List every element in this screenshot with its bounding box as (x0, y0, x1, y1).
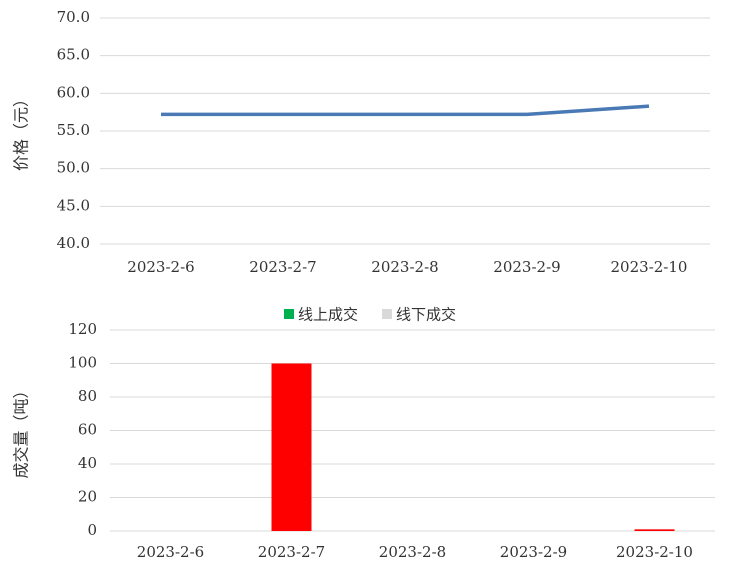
y-tick-label: 60 (78, 421, 97, 439)
y-tick-label: 55.0 (57, 121, 90, 139)
y-tick-label: 20 (78, 488, 97, 506)
x-tick-label: 2023-2-9 (493, 258, 560, 276)
y-tick-label: 80 (78, 387, 97, 405)
y-tick-label: 65.0 (57, 46, 90, 64)
y-tick-label: 100 (68, 354, 97, 372)
x-tick-label: 2023-2-6 (137, 543, 204, 561)
legend-swatch (382, 309, 392, 319)
x-tick-label: 2023-2-10 (611, 258, 688, 276)
bar (634, 529, 675, 531)
legend-label: 线上成交 (298, 306, 358, 324)
legend-label: 线下成交 (396, 306, 456, 324)
y-tick-label: 50.0 (57, 159, 90, 177)
x-tick-label: 2023-2-10 (616, 543, 693, 561)
y-axis-label: 价格（元） (12, 91, 31, 171)
y-tick-label: 40.0 (57, 234, 90, 252)
y-tick-label: 40 (78, 454, 97, 472)
y-tick-label: 120 (68, 320, 97, 338)
y-tick-label: 0 (87, 521, 97, 539)
legend-swatch (284, 309, 294, 319)
x-tick-label: 2023-2-8 (379, 543, 446, 561)
x-tick-label: 2023-2-7 (249, 258, 316, 276)
y-tick-label: 60.0 (57, 83, 90, 101)
bar (271, 363, 312, 531)
y-tick-label: 70.0 (57, 8, 90, 26)
x-tick-label: 2023-2-6 (127, 258, 194, 276)
y-axis-label: 成交量（吨） (12, 382, 31, 478)
x-tick-label: 2023-2-8 (371, 258, 438, 276)
line (161, 104, 650, 117)
y-tick-label: 45.0 (57, 196, 90, 214)
x-tick-label: 2023-2-7 (258, 543, 325, 561)
x-tick-label: 2023-2-9 (500, 543, 567, 561)
